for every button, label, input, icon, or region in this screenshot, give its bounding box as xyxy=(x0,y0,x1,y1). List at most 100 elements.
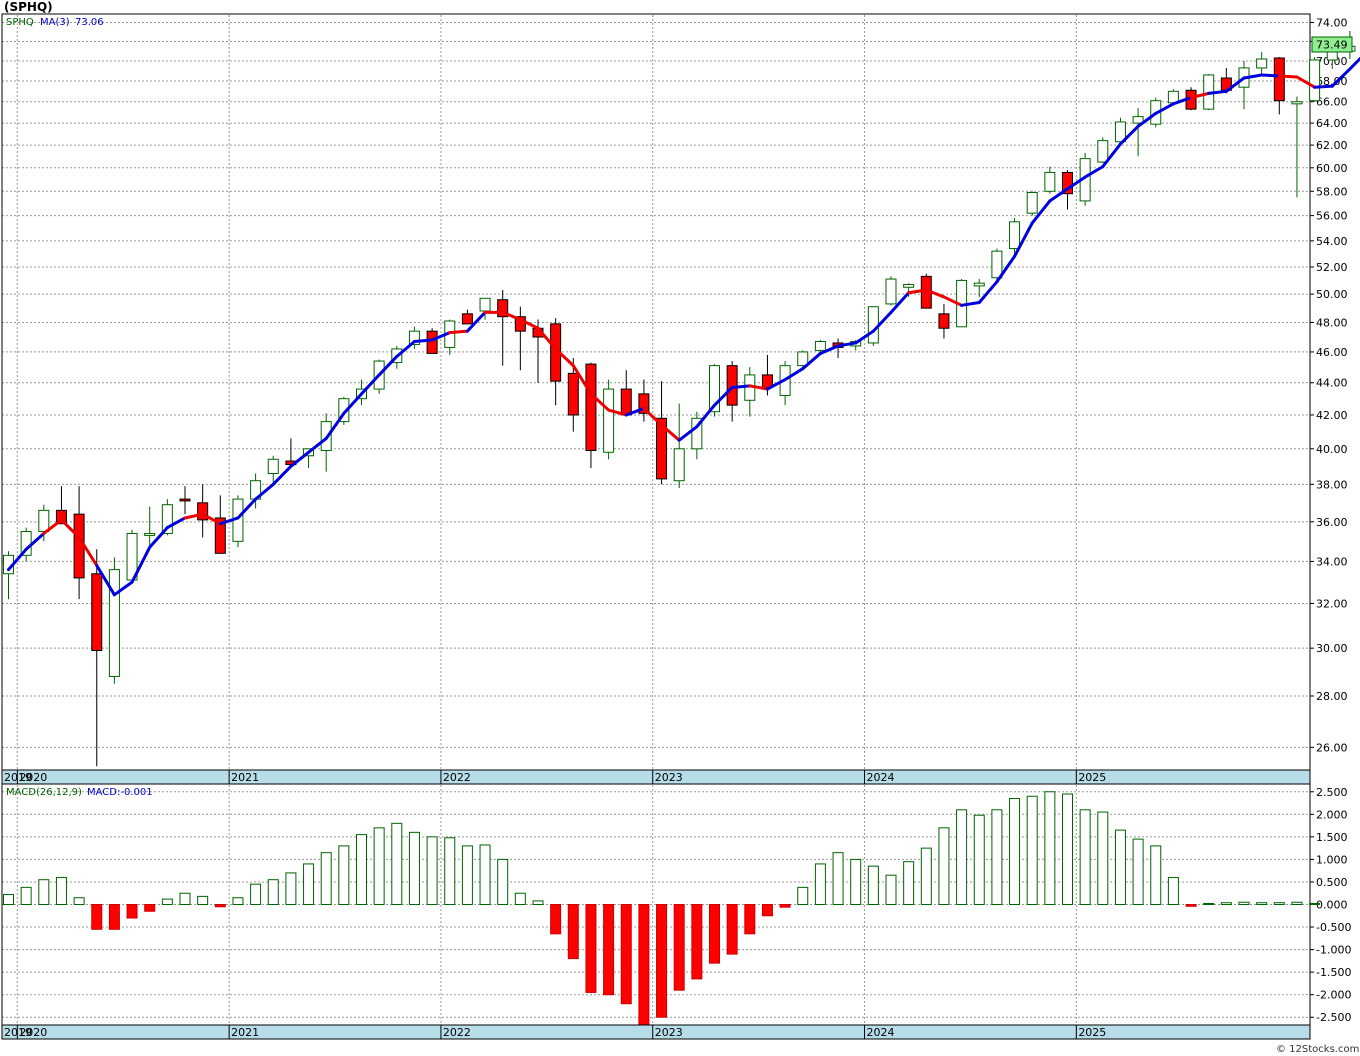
macd-bar xyxy=(285,872,297,905)
macd-bar xyxy=(903,861,915,906)
candle-body xyxy=(620,388,632,416)
candle-body xyxy=(214,517,226,554)
year-label: 2025 xyxy=(1078,1026,1106,1039)
candle-body xyxy=(673,448,685,482)
year-label: 2020 xyxy=(19,771,47,784)
macd-tick-label: -1.500 xyxy=(1316,966,1351,979)
macd-bar xyxy=(638,904,650,1027)
macd-bar xyxy=(356,834,367,905)
macd-tick-label: -0.500 xyxy=(1316,921,1351,934)
ma-segment xyxy=(748,384,769,391)
candle-body xyxy=(426,330,438,354)
price-tick-label: 32.00 xyxy=(1316,597,1348,610)
macd-bar xyxy=(91,904,103,930)
macd-bar xyxy=(232,897,244,905)
macd-bar xyxy=(973,814,985,905)
candle xyxy=(1291,96,1303,198)
macd-legend: MACD(26,12,9) MACD:-0.001 xyxy=(6,787,153,798)
candle-body xyxy=(1291,101,1303,105)
macd-bar xyxy=(1132,838,1144,906)
candle xyxy=(267,455,279,485)
year-label: 2023 xyxy=(655,771,683,784)
ma-segment xyxy=(624,406,646,417)
candle xyxy=(991,248,1003,281)
candle xyxy=(1273,57,1285,115)
macd-tick-label: 0.000 xyxy=(1316,899,1348,912)
candle xyxy=(497,290,509,366)
macd-bar xyxy=(373,827,385,905)
ma-segment xyxy=(818,344,840,355)
macd-bar xyxy=(956,809,968,905)
ma-segment xyxy=(289,450,311,468)
price-gridlines xyxy=(2,15,1310,769)
time-axis-band-bottom xyxy=(1,1024,1311,1040)
ma-segment xyxy=(1295,75,1317,89)
macd-y-axis: 2.500 2.000 1.500 1.000 0.500 0.000 -0.500 -1.0… xyxy=(1310,786,1351,1024)
candle-body xyxy=(55,509,67,525)
macd-bar xyxy=(867,865,879,905)
ma-segment xyxy=(889,291,911,314)
macd-bar xyxy=(550,904,562,935)
candle-body xyxy=(603,388,615,453)
macd-bar xyxy=(250,883,262,905)
macd-bar xyxy=(55,876,67,906)
ma-segment xyxy=(960,301,981,307)
last-price-value: 73.49 xyxy=(1316,39,1348,52)
ma-segment xyxy=(1313,84,1334,89)
ma-segment xyxy=(713,385,734,407)
macd-bar xyxy=(532,900,544,906)
ma-segment xyxy=(1207,89,1228,95)
macd-bar xyxy=(1220,902,1232,906)
macd-bar xyxy=(320,852,332,905)
year-label: 2025 xyxy=(1078,771,1106,784)
ma-segment xyxy=(501,310,522,322)
macd-bar xyxy=(514,892,526,906)
candle-body xyxy=(497,299,509,318)
candle-body xyxy=(479,297,491,312)
candle-body xyxy=(1097,140,1109,163)
macd-bar xyxy=(1009,798,1021,906)
candle-body xyxy=(408,330,420,345)
price-tick-label: 50.00 xyxy=(1316,288,1348,301)
ma-segment xyxy=(942,295,964,307)
ma-segment xyxy=(1136,111,1158,128)
macd-tick-label: 2.500 xyxy=(1316,786,1348,799)
macd-bar xyxy=(479,844,491,905)
chart-title: (SPHQ) xyxy=(4,0,53,14)
ma-segment xyxy=(1348,56,1360,71)
candle-body xyxy=(709,365,720,413)
ma-segment xyxy=(730,384,752,389)
candle xyxy=(1309,57,1321,102)
macd-bar xyxy=(20,886,32,905)
candle-body xyxy=(867,306,879,344)
ma-segment xyxy=(377,354,399,377)
candle-body xyxy=(161,504,173,534)
ma-segment xyxy=(589,392,611,412)
ma-segment xyxy=(554,347,575,368)
price-y-axis: 26.00 28.00 30.00 32.00 34.00 36.00 38.00 40.00… xyxy=(1310,16,1348,754)
candle xyxy=(514,306,526,371)
macd-bar xyxy=(726,904,738,955)
candle xyxy=(408,326,420,349)
macd-tick-label: -2.000 xyxy=(1316,989,1351,1002)
last-price-tag: 73.49 xyxy=(1311,36,1353,53)
macd-bar xyxy=(585,904,597,993)
legend-ticker: SPHQ xyxy=(6,17,34,28)
ma-segment xyxy=(7,547,28,572)
candle-body xyxy=(461,313,473,325)
price-legend: SPHQ MA(3) 73.06 xyxy=(6,17,104,28)
candle xyxy=(179,486,191,515)
macd-bar xyxy=(656,904,668,1018)
candle xyxy=(108,557,120,684)
candle xyxy=(1044,166,1056,194)
price-tick-label: 60.00 xyxy=(1316,162,1348,175)
macd-bar xyxy=(885,874,897,905)
macd-bar xyxy=(991,809,1003,905)
macd-bar xyxy=(1256,902,1268,906)
ma-segment xyxy=(112,580,134,597)
macd-bar xyxy=(426,836,438,906)
macd-bar xyxy=(832,852,844,905)
candle-body xyxy=(91,573,103,651)
